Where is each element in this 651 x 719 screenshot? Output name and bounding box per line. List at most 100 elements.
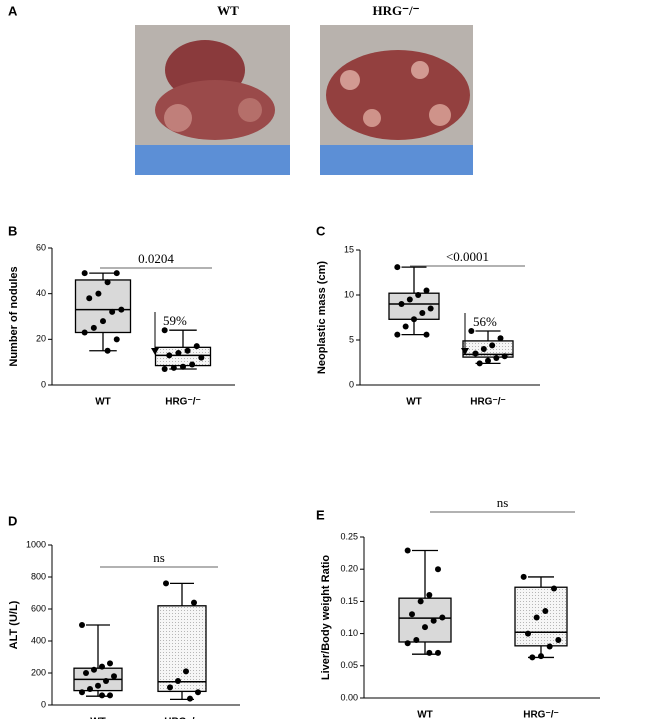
data-point: [402, 323, 409, 330]
y-axis-label: Liver/Body weight Ratio: [320, 555, 332, 681]
data-point: [520, 573, 527, 580]
box: [157, 605, 207, 693]
data-point: [183, 668, 189, 675]
x-tick-label: WT: [95, 397, 111, 408]
data-point: [555, 637, 562, 644]
data-point: [426, 649, 433, 656]
data-point: [497, 335, 504, 342]
data-point: [191, 599, 197, 606]
data-point: [104, 279, 111, 286]
y-tick-label: 60: [36, 242, 46, 252]
data-point: [411, 316, 417, 323]
data-point: [193, 343, 200, 350]
y-tick-label: 0.25: [340, 531, 358, 541]
data-point: [398, 301, 405, 307]
y-tick-label: 15: [344, 244, 354, 254]
y-tick-label: 1000: [26, 539, 46, 549]
data-point: [167, 684, 173, 691]
data-point: [427, 305, 434, 312]
y-tick-label: 400: [31, 635, 46, 645]
x-tick-label: HRG⁻/⁻: [470, 397, 506, 408]
y-tick-label: 20: [36, 334, 46, 344]
panel-label: E: [316, 507, 325, 522]
data-point: [109, 308, 116, 315]
data-point: [501, 353, 508, 360]
data-point: [546, 643, 553, 650]
data-point: [113, 336, 120, 343]
p-value: ns: [497, 495, 509, 510]
data-point: [476, 360, 483, 367]
p-value: ns: [153, 550, 165, 565]
data-point: [184, 347, 191, 354]
data-point: [415, 292, 422, 298]
data-point: [107, 692, 113, 699]
x-tick-label: WT: [90, 717, 106, 719]
y-tick-label: 0: [41, 379, 46, 389]
box: [74, 279, 132, 334]
data-point: [195, 689, 201, 696]
data-point: [118, 306, 125, 313]
data-point: [99, 692, 105, 699]
y-tick-label: 0: [349, 379, 354, 389]
photo: [320, 25, 473, 175]
data-point: [485, 357, 491, 364]
p-value: 0.0204: [138, 251, 174, 266]
data-point: [113, 270, 120, 277]
data-point: [538, 653, 544, 660]
data-point: [175, 678, 181, 684]
data-point: [79, 622, 85, 628]
data-point: [468, 328, 475, 334]
data-point: [189, 361, 196, 368]
data-point: [404, 547, 411, 554]
reduction: 56%: [473, 314, 497, 329]
y-axis-label: Number of nodules: [8, 266, 20, 366]
data-point: [100, 318, 106, 325]
data-point: [79, 689, 85, 696]
x-tick-label: HRG⁻/⁻: [165, 397, 201, 408]
data-point: [83, 670, 89, 676]
data-point: [423, 331, 430, 338]
y-tick-label: 0: [41, 699, 46, 709]
data-point: [91, 666, 97, 673]
p-value: <0.0001: [446, 249, 489, 264]
y-tick-label: 0.10: [340, 628, 358, 638]
y-tick-label: 800: [31, 571, 46, 581]
box: [514, 586, 568, 647]
data-point: [480, 346, 487, 352]
data-point: [103, 678, 109, 684]
data-point: [81, 270, 88, 277]
data-point: [409, 611, 415, 618]
data-point: [422, 624, 428, 631]
data-point: [87, 686, 93, 692]
y-tick-label: 0.05: [340, 660, 358, 670]
panel-label: C: [316, 223, 326, 238]
data-point: [406, 296, 413, 303]
data-point: [525, 630, 531, 637]
data-point: [493, 355, 500, 361]
y-tick-label: 0.00: [340, 692, 358, 702]
data-point: [394, 331, 401, 338]
photo: [135, 25, 290, 175]
data-point: [435, 649, 441, 656]
y-tick-label: 40: [36, 288, 46, 298]
data-point: [81, 329, 88, 336]
data-point: [161, 366, 168, 373]
x-tick-label: HRG⁻/⁻: [164, 717, 200, 719]
x-tick-label: HRG⁻/⁻: [523, 710, 559, 719]
data-point: [95, 290, 102, 297]
y-tick-label: 0.20: [340, 564, 358, 574]
y-tick-label: 5: [349, 334, 354, 344]
data-point: [430, 617, 437, 624]
data-point: [187, 695, 193, 702]
photo-title: WT: [217, 3, 239, 18]
data-point: [529, 654, 536, 661]
data-point: [435, 566, 441, 573]
data-point: [419, 310, 426, 316]
arrow-head: [151, 348, 159, 355]
data-point: [472, 350, 479, 357]
panel-label: B: [8, 223, 17, 238]
y-tick-label: 200: [31, 667, 46, 677]
panel-label: D: [8, 513, 17, 528]
data-point: [394, 264, 401, 271]
